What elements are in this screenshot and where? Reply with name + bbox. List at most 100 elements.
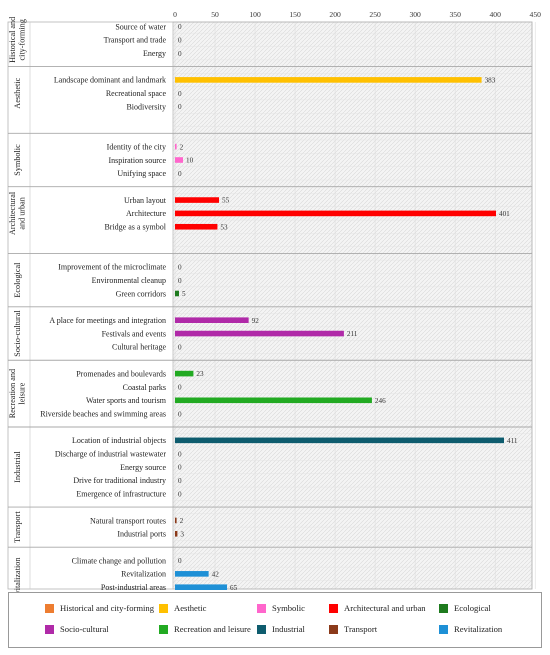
- category-label: Drive for traditional industry: [73, 476, 166, 485]
- category-label: Industrial ports: [117, 530, 166, 539]
- plot-background: [172, 21, 533, 590]
- value-label: 2: [180, 143, 184, 151]
- chart-frame: [7, 21, 533, 590]
- value-label: 0: [178, 344, 182, 352]
- legend-item: Symbolic: [257, 603, 305, 613]
- value-label: 0: [178, 50, 182, 58]
- legend-swatch: [329, 624, 338, 634]
- group-label: Recreation andleisure: [8, 369, 27, 418]
- value-label: 383: [485, 77, 496, 85]
- value-label: 23: [196, 370, 204, 378]
- category-label: Post-industrial areas: [101, 583, 166, 592]
- legend-item: Industrial: [257, 624, 305, 634]
- category-label: Environmental cleanup: [92, 276, 166, 285]
- category-label: A place for meetings and integration: [49, 316, 166, 325]
- bar: [175, 223, 218, 230]
- legend-swatch: [257, 603, 266, 613]
- legend-swatch: [439, 624, 448, 634]
- bar: [175, 571, 209, 577]
- legend-swatch: [45, 624, 54, 634]
- bar: [175, 437, 504, 444]
- legend-item: Transport: [329, 624, 377, 634]
- category-label: Climate change and pollution: [72, 556, 166, 565]
- value-label: 211: [347, 330, 358, 338]
- value-label: 0: [178, 103, 182, 111]
- value-label: 0: [178, 490, 182, 498]
- bar: [175, 143, 177, 150]
- legend-swatch: [439, 603, 448, 613]
- group-label: Historical andcity-forming: [8, 17, 27, 63]
- legend-item: Socio-cultural: [45, 624, 109, 634]
- value-label: 2: [180, 517, 184, 525]
- category-label: Green corridors: [116, 289, 166, 298]
- value-label: 0: [178, 410, 182, 418]
- value-label: 65: [230, 584, 238, 592]
- bar: [175, 197, 220, 203]
- legend-item: Architectural and urban: [329, 603, 426, 613]
- category-label: Transport and trade: [104, 36, 167, 45]
- value-label: 0: [178, 464, 182, 472]
- x-tick-label: 350: [449, 10, 461, 19]
- value-labels: 0003830021005540153005922110230246041100…: [178, 23, 518, 605]
- category-label: Landscape dominant and landmark: [54, 76, 166, 85]
- category-label: Riverside beaches and swimming areas: [40, 409, 166, 418]
- bar: [175, 210, 496, 217]
- value-label: 0: [178, 170, 182, 178]
- gridlines: [173, 22, 536, 589]
- bar: [175, 517, 177, 524]
- legend-label: Industrial: [272, 624, 305, 634]
- bar: [175, 584, 228, 590]
- category-label: Water sports and tourism: [86, 396, 167, 405]
- legend-label: Revitalization: [454, 624, 503, 634]
- value-label: 0: [178, 23, 182, 31]
- value-label: 0: [178, 277, 182, 285]
- bar: [175, 370, 194, 377]
- bar: [175, 157, 184, 163]
- group-label: Industrial: [13, 451, 22, 483]
- bar: [175, 330, 344, 337]
- x-tick-label: 300: [409, 10, 421, 19]
- category-label: Energy source: [120, 463, 166, 472]
- group-label: Transport: [13, 511, 22, 543]
- group-label: Aesthetic: [13, 77, 22, 108]
- category-label: Recreational space: [106, 89, 167, 98]
- legend: Historical and city-forming Aesthetic Symb…: [8, 592, 542, 648]
- x-tick-label: 100: [249, 10, 261, 19]
- value-label: 42: [212, 570, 220, 578]
- bars: [175, 77, 504, 590]
- legend-label: Ecological: [454, 603, 491, 613]
- value-label: 0: [178, 384, 182, 392]
- category-label: Energy: [143, 49, 166, 58]
- group-label: Revitalization: [13, 558, 22, 604]
- legend-swatch: [329, 603, 338, 613]
- value-label: 246: [375, 397, 386, 405]
- legend-item: Aesthetic: [159, 603, 206, 613]
- legend-label: Socio-cultural: [60, 624, 109, 634]
- category-label: Architecture: [126, 209, 166, 218]
- category-label: Bridge as a symbol: [104, 223, 166, 232]
- category-label: Improvement of the microclimate: [58, 263, 166, 272]
- category-label: Biodiversity: [126, 102, 166, 111]
- legend-swatch: [45, 603, 54, 613]
- legend-label: Historical and city-forming: [60, 603, 155, 613]
- legend-label: Symbolic: [272, 603, 305, 613]
- category-label: Identity of the city: [107, 142, 166, 151]
- value-label: 53: [220, 223, 228, 231]
- value-label: 5: [182, 290, 186, 298]
- group-label: Architecturaland urban: [8, 191, 27, 235]
- value-label: 92: [252, 317, 260, 325]
- group-label: Socio-cultural: [13, 310, 22, 357]
- x-tick-label: 150: [289, 10, 301, 19]
- category-label: Location of industrial objects: [72, 436, 166, 445]
- group-labels: Historical andcity-forming Aesthetic Symbo…: [8, 17, 27, 604]
- value-label: 55: [222, 197, 230, 205]
- category-labels: Source of water Transport and trade Energy…: [40, 22, 167, 605]
- legend-label: Aesthetic: [174, 603, 207, 613]
- category-label: Cultural heritage: [112, 343, 166, 352]
- category-label: Festivals and events: [102, 329, 166, 338]
- legend-label: Transport: [344, 624, 378, 634]
- value-label: 0: [178, 477, 182, 485]
- value-label: 411: [507, 437, 518, 445]
- bar: [175, 77, 482, 83]
- category-label: Urban layout: [124, 196, 167, 205]
